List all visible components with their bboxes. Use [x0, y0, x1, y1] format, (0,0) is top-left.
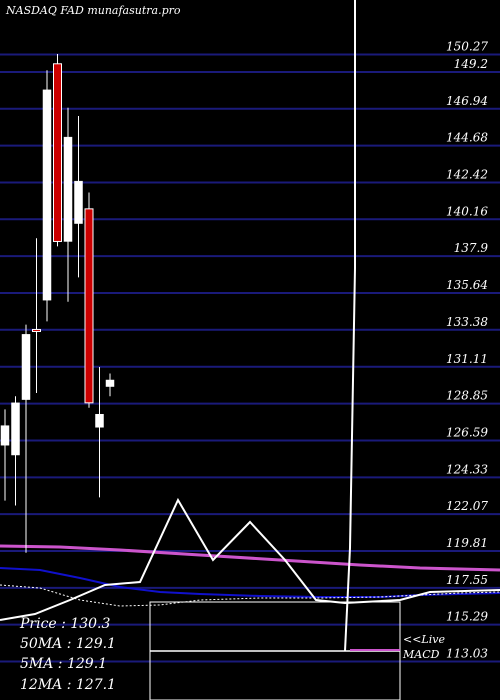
macd-live-label: <<Live: [403, 633, 445, 646]
candle-body: [105, 379, 115, 387]
y-tick-label: 119.81: [446, 536, 488, 550]
legend-price: Price : 130.3: [19, 616, 111, 632]
y-tick-label: 149.2: [454, 57, 488, 71]
y-tick-label: 140.16: [446, 204, 488, 218]
legend-5ma: 5MA : 129.1: [20, 656, 107, 672]
y-tick-label: 142.42: [446, 167, 488, 181]
legend-50ma: 50MA : 129.1: [20, 636, 116, 652]
candle-body: [32, 328, 41, 332]
y-tick-label: 135.64: [446, 278, 488, 292]
y-tick-label: 128.85: [446, 389, 488, 403]
y-tick-label: 150.27: [446, 40, 488, 54]
candle-body: [11, 402, 20, 456]
y-tick-label: 122.07: [446, 499, 488, 513]
y-axis-ticks: 150.27 149.2 146.94 144.68 142.42 140.16 137.9…: [446, 40, 488, 661]
candle-body: [0, 425, 10, 446]
macd-vertical-line: [344, 0, 356, 652]
legend-12ma: 12MA : 127.1: [20, 677, 116, 693]
y-tick-label: 131.11: [446, 352, 488, 366]
ma-dotted-line: [0, 584, 500, 607]
y-tick-label: 117.55: [446, 573, 488, 587]
candles: [0, 54, 115, 553]
macd-label: MACD: [402, 648, 440, 661]
y-tick-label: 126.59: [446, 425, 488, 439]
y-tick-label: 133.38: [446, 315, 488, 329]
candle-body: [21, 334, 31, 400]
y-tick-label: 124.33: [446, 462, 488, 476]
y-tick-label: 146.94: [446, 94, 488, 108]
candle-body: [74, 180, 83, 224]
candle-body: [84, 208, 94, 404]
watermark: NASDAQ FAD munafasutra.pro: [5, 4, 181, 17]
grid-lines: [0, 53, 500, 663]
y-tick-label: 137.9: [454, 241, 489, 255]
macd-signal-line: [0, 497, 500, 621]
candle-body: [63, 136, 73, 242]
ma-pink-line: [0, 544, 500, 572]
candle-body: [42, 89, 52, 301]
y-tick-label: 144.68: [446, 131, 488, 145]
y-tick-label: 113.03: [446, 647, 488, 661]
y-tick-label: 115.29: [446, 610, 488, 624]
candle-body: [95, 413, 104, 428]
candle-body: [53, 63, 62, 242]
